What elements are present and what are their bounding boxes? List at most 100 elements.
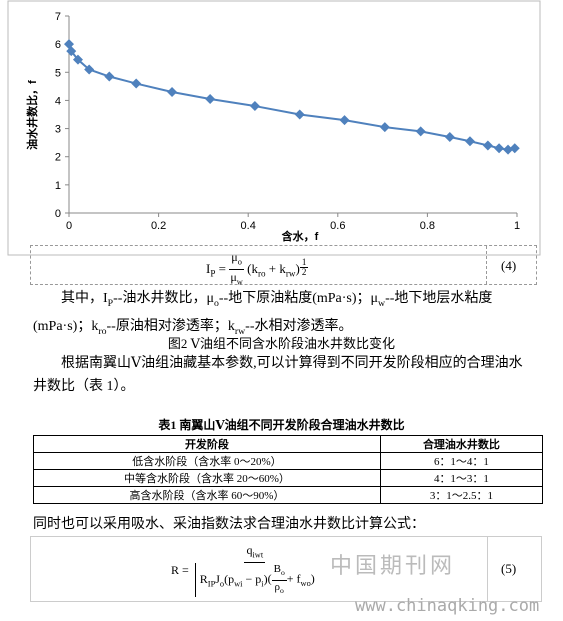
data-point [444,132,455,143]
table-row: 中等含水阶段（含水率 20～60%） 4：1～3：1 [33,469,544,487]
subscript: o [219,579,225,589]
data-point [131,78,142,89]
x-axis-label: 含水，f [281,229,319,243]
denominator: ρ [274,580,281,593]
cell: 低含水阶段（含水率 0～20%） [33,452,381,470]
table-title: 表1 南翼山Ⅴ油组不同开发阶段合理油水井数比 [158,418,405,432]
data-point [104,71,115,82]
watermark: 中国期刊网 [330,553,456,578]
text-run: J [215,571,220,586]
data-point [339,115,350,126]
data-point [72,54,83,65]
y-tick-label: 2 [55,152,61,164]
numerator: μ [231,250,238,264]
divider [486,246,487,284]
subscript: IP [207,579,216,589]
figure-caption: 图2 Ⅴ油组不同含水阶段油水井数比变化 [167,336,396,351]
equals: = [218,260,226,276]
watermark-url: www.chinaqking.com [355,596,540,616]
subscript: P [210,268,216,279]
paragraph: 同时也可以采用吸水、采油指数法求合理油水井数比计算公式： [33,517,425,532]
subscript: P [107,297,114,309]
exp-numerator: 1 [299,256,309,268]
paragraph: 根据南翼山Ⅴ油组油藏基本参数,可以计算得到不同开发阶段相应的合理油水井数比（表 … [33,356,523,394]
text-run: (p [224,571,235,586]
subscript: iwt [252,550,264,560]
data-point [294,109,305,120]
data-point [503,144,514,155]
data-point [379,122,390,133]
formula: IP = μo μw (kro + krw) 1 2 [206,250,309,290]
subscript: o [213,297,219,309]
y-tick-label: 3 [55,124,61,136]
cell: 3：1～2.5：1 [379,486,544,504]
y-tick-label: 6 [55,39,61,51]
x-tick-label: 0.2 [151,220,166,232]
equation-number: (4) [501,258,517,273]
data-line [68,43,515,151]
table-row: 低含水阶段（含水率 0～20%） 6：1～4：1 [33,452,544,470]
fraction: qiwt RIPJo(pwi − pi)(Bo ρo + fwo) [194,543,315,598]
text-run: + k [265,260,286,276]
text-run: (k [247,260,258,276]
data-point [464,136,475,147]
data-point [249,101,260,112]
x-tick-label: 0.8 [420,220,435,232]
y-tick-label: 1 [55,180,61,192]
denominator: μ [230,270,237,285]
cell: 高含水阶段（含水率 60～90%） [33,486,381,504]
header-cell: 开发阶段 [33,435,381,453]
x-tick-label: 0.4 [241,220,256,232]
subscript: rw [285,268,296,279]
data-point [415,126,426,137]
paragraph: 其中，IP--油水井数比，μo--地下原油粘度(mPa·s)；μw--地下地层水… [33,287,533,343]
subscript: i [261,579,264,589]
y-tick-label: 7 [55,11,61,23]
formula-lhs: IP [206,260,216,279]
subscript: o [237,257,242,267]
y-tick-label: 4 [55,95,61,107]
chart-frame [7,0,541,256]
subscript: rw [234,325,246,337]
divider [487,537,488,601]
subscript: ro [257,268,266,279]
numerator: B [273,563,281,576]
formula: R = qiwt RIPJo(pwi − pi)(Bo ρo + fwo) [171,543,315,598]
text-run: ) [263,571,268,586]
subscript: o [280,585,284,595]
data-point [167,86,178,97]
text-run: 其中，I [61,291,108,306]
data-point [482,140,493,151]
text-run: --地下地层水粘度(mPa·s)；k [33,291,493,334]
text-run: --地下原油粘度(mPa·s)；μ [218,291,379,306]
data-point [494,143,505,154]
symbol: I [206,260,211,276]
x-tick-label: 1 [514,220,520,232]
numerator: q [246,543,253,557]
formula-box: IP = μo μw (kro + krw) 1 2 (4) [30,245,537,287]
cell: 中等含水阶段（含水率 20～60%） [33,469,381,487]
formula-body: (kro + krw) [247,260,300,279]
fraction: μo μw [229,250,244,290]
text-run: --原油相对渗透率；k [106,318,235,334]
subscript: ro [98,325,107,337]
y-tick-label: 0 [55,208,61,220]
x-tick-label: 0.6 [330,220,345,232]
table-row: 高含水阶段（含水率 60～90%） 3：1～2.5：1 [33,486,544,504]
table-row: 开发阶段 合理油水井数比 [33,435,544,453]
text-run: R [199,571,208,586]
equation-number: (5) [501,561,517,576]
formula-lhs: R = [171,562,189,577]
cell: 4：1～3：1 [379,469,544,487]
data-point [66,46,77,57]
text-run: ) [295,260,300,276]
formula-box: R = qiwt RIPJo(pwi − pi)(Bo ρo + fwo) (5) [30,536,542,602]
x-tick-label: 0 [66,220,72,232]
y-tick-label: 5 [55,67,61,79]
text-run: --油水井数比，μ [113,291,214,306]
exp-denominator: 2 [301,266,307,277]
table: 开发阶段 合理油水井数比 低含水阶段（含水率 0～20%） 6：1～4：1 中等含水阶段… [33,435,544,504]
subscript: wi [234,579,243,589]
subscript: o [280,568,285,578]
